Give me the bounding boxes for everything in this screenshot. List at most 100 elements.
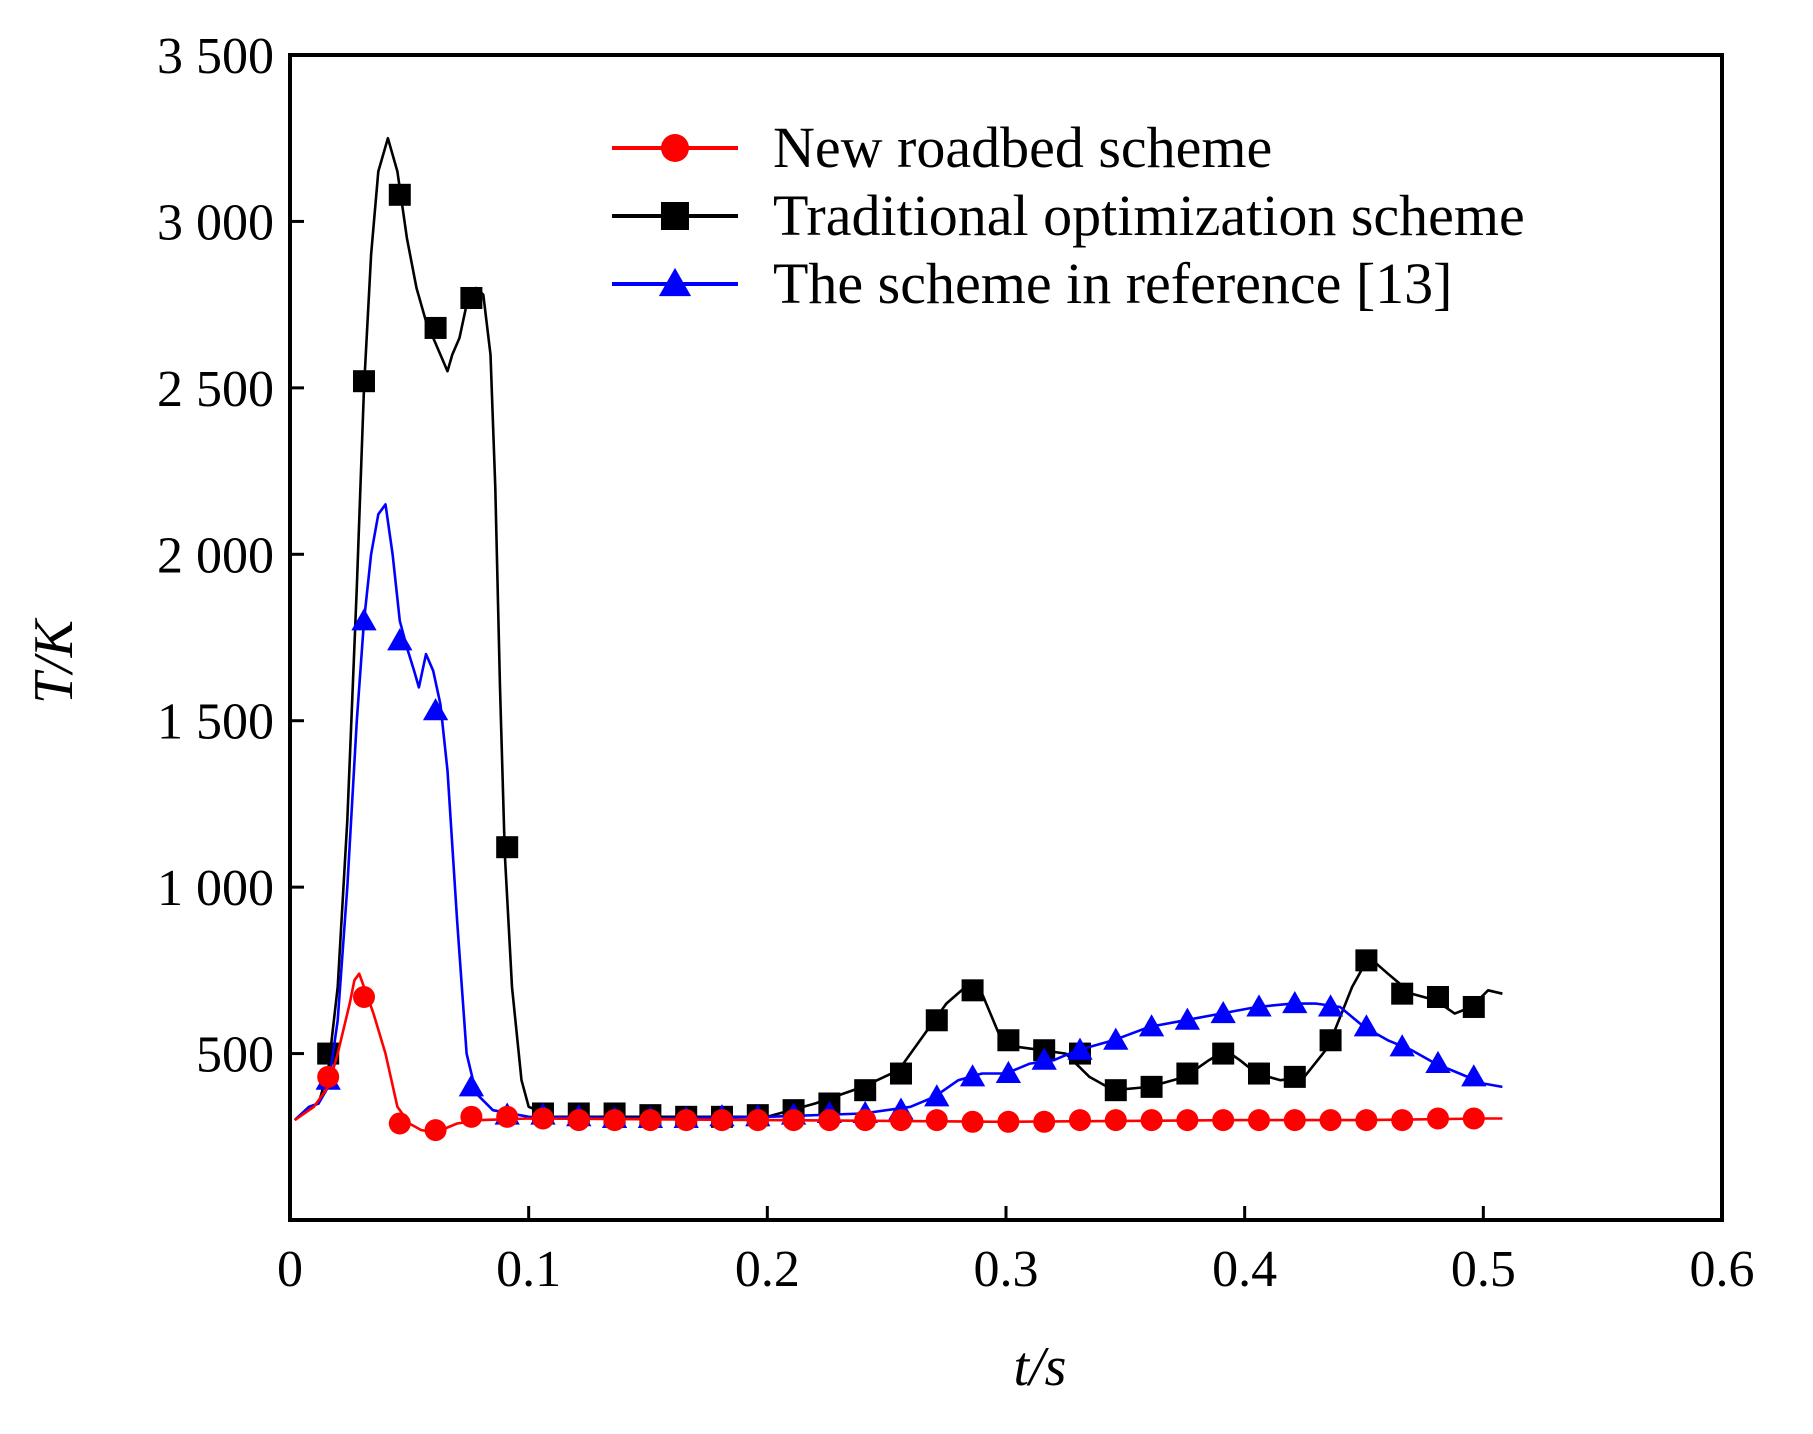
data-point bbox=[1462, 1107, 1485, 1130]
data-point bbox=[1462, 995, 1485, 1018]
data-point bbox=[1283, 1065, 1306, 1088]
data-point bbox=[997, 1110, 1020, 1133]
data-point bbox=[1246, 994, 1272, 1017]
data-point bbox=[925, 1109, 948, 1132]
data-point bbox=[424, 1119, 447, 1142]
data-point bbox=[961, 979, 984, 1002]
data-point bbox=[1353, 1014, 1380, 1037]
data-point bbox=[639, 1109, 662, 1132]
data-point bbox=[995, 1060, 1022, 1084]
data-point bbox=[1391, 1109, 1414, 1132]
data-point bbox=[1210, 1000, 1236, 1024]
data-point bbox=[1319, 1109, 1342, 1132]
data-point bbox=[1426, 985, 1449, 1008]
x-tick-label: 0.5 bbox=[1451, 1241, 1516, 1298]
data-point bbox=[460, 286, 483, 309]
data-point bbox=[1212, 1042, 1235, 1065]
data-point bbox=[1212, 1109, 1235, 1132]
data-point bbox=[925, 1009, 948, 1032]
legend-marker bbox=[661, 202, 689, 230]
series-line bbox=[293, 503, 1503, 1122]
data-point bbox=[388, 1112, 411, 1135]
data-point bbox=[1389, 1034, 1415, 1057]
data-point bbox=[1104, 1079, 1127, 1102]
legend-label: The scheme in reference [13] bbox=[773, 251, 1453, 316]
data-point bbox=[1033, 1110, 1056, 1133]
x-tick-label: 0.3 bbox=[974, 1241, 1039, 1298]
data-point bbox=[854, 1079, 877, 1102]
data-point bbox=[1283, 1109, 1306, 1132]
axes-layer: 0 0.1 0.2 0.3 0.4 0.5 0.6 500 1 000 1 500 2 000 2 5… bbox=[157, 28, 1755, 1298]
data-point bbox=[1176, 1062, 1199, 1085]
x-tick-label: 0.2 bbox=[735, 1241, 800, 1298]
data-point bbox=[818, 1109, 841, 1132]
data-point bbox=[675, 1109, 698, 1132]
data-point bbox=[1104, 1109, 1127, 1132]
x-tick-label: 0.4 bbox=[1212, 1241, 1277, 1298]
x-tick-label: 0 bbox=[277, 1241, 303, 1298]
data-point bbox=[1282, 990, 1308, 1014]
data-point bbox=[889, 1109, 912, 1132]
data-point bbox=[352, 985, 375, 1008]
data-point bbox=[387, 628, 413, 651]
data-point bbox=[1391, 982, 1414, 1005]
data-point bbox=[1426, 1107, 1449, 1130]
data-point bbox=[1461, 1064, 1487, 1087]
data-point bbox=[889, 1062, 912, 1085]
data-point bbox=[458, 1074, 485, 1097]
legend-label: Traditional optimization scheme bbox=[773, 183, 1525, 248]
data-point bbox=[1174, 1007, 1201, 1030]
data-point bbox=[854, 1109, 877, 1132]
data-point bbox=[924, 1084, 950, 1107]
data-point bbox=[1355, 1109, 1378, 1132]
data-point bbox=[496, 836, 519, 859]
legend-marker bbox=[658, 267, 692, 297]
data-point bbox=[531, 1107, 554, 1130]
data-point bbox=[1355, 949, 1378, 972]
data-point bbox=[997, 1029, 1020, 1052]
data-point bbox=[1176, 1109, 1199, 1132]
legend-item: Traditional optimization scheme bbox=[612, 183, 1525, 248]
data-point bbox=[1067, 1037, 1093, 1060]
data-point bbox=[1140, 1109, 1163, 1132]
x-tick-label: 0.1 bbox=[496, 1241, 561, 1298]
data-point bbox=[1425, 1050, 1451, 1074]
y-axis-label: T/K bbox=[23, 617, 85, 704]
legend-marker bbox=[661, 134, 689, 162]
data-point bbox=[496, 1105, 519, 1128]
data-point bbox=[1068, 1109, 1091, 1132]
y-tick-label: 2 000 bbox=[157, 527, 274, 584]
series-circle bbox=[294, 972, 1503, 1142]
data-point bbox=[782, 1109, 805, 1132]
data-point bbox=[424, 316, 447, 339]
data-point bbox=[1247, 1109, 1270, 1132]
data-point bbox=[710, 1109, 733, 1132]
data-point bbox=[317, 1065, 340, 1088]
data-point bbox=[460, 1105, 483, 1128]
data-point bbox=[1138, 1014, 1165, 1037]
legend-item: New roadbed scheme bbox=[612, 115, 1272, 180]
data-point bbox=[961, 1110, 984, 1133]
data-point bbox=[351, 608, 377, 631]
y-tick-label: 1 000 bbox=[157, 860, 274, 917]
data-point bbox=[1317, 994, 1344, 1017]
y-tick-label: 3 500 bbox=[157, 28, 274, 85]
series-layer bbox=[293, 136, 1503, 1142]
y-tick-label: 500 bbox=[196, 1027, 274, 1084]
legend-item: The scheme in reference [13] bbox=[612, 251, 1453, 316]
data-point bbox=[1247, 1062, 1270, 1085]
data-point bbox=[567, 1109, 590, 1132]
data-point bbox=[1319, 1029, 1342, 1052]
data-point bbox=[1103, 1027, 1129, 1050]
data-point bbox=[1140, 1075, 1163, 1098]
x-axis-label: t/s bbox=[1014, 1336, 1067, 1398]
y-tick-label: 1 500 bbox=[157, 694, 274, 751]
legend-label: New roadbed scheme bbox=[773, 115, 1272, 180]
data-point bbox=[746, 1109, 769, 1132]
data-point bbox=[422, 698, 449, 721]
data-point bbox=[388, 183, 411, 206]
x-tick-label: 0.6 bbox=[1690, 1241, 1755, 1298]
